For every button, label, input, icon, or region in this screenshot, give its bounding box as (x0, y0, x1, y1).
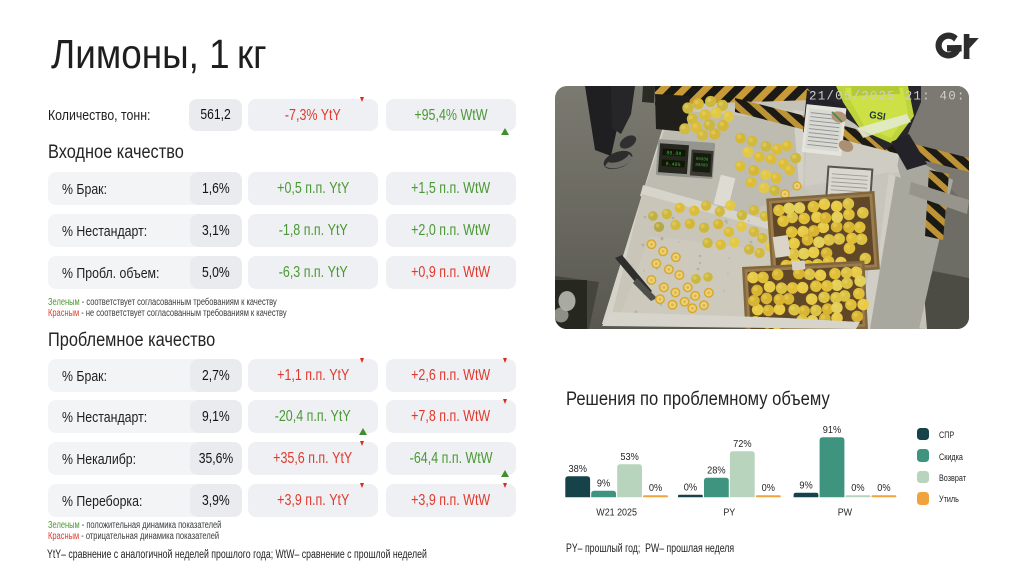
svg-text:88888: 88888 (696, 158, 709, 163)
svg-text:9%: 9% (597, 478, 611, 490)
svg-text:PY: PY (723, 507, 735, 519)
svg-text:91%: 91% (823, 424, 842, 436)
svg-text:W21 2025: W21 2025 (596, 507, 637, 519)
svg-text:0%: 0% (684, 482, 698, 494)
svg-text:72%: 72% (733, 438, 752, 450)
svg-text:88888: 88888 (695, 164, 708, 169)
svg-text:0%: 0% (851, 482, 865, 494)
svg-text:GSI: GSI (868, 110, 886, 123)
svg-text:PW: PW (838, 507, 853, 519)
svg-text:0%: 0% (649, 482, 663, 494)
svg-text:0%: 0% (762, 482, 776, 494)
svg-text:21/05/2025 21: 40: 1: 21/05/2025 21: 40: 1 (809, 90, 969, 104)
svg-text:9%: 9% (799, 480, 813, 492)
svg-text:88.88: 88.88 (666, 150, 681, 157)
svg-text:53%: 53% (620, 451, 639, 463)
svg-text:38%: 38% (568, 463, 587, 475)
svg-text:28%: 28% (707, 465, 726, 477)
svg-text:0%: 0% (877, 482, 891, 494)
svg-text:0.485: 0.485 (665, 161, 680, 168)
